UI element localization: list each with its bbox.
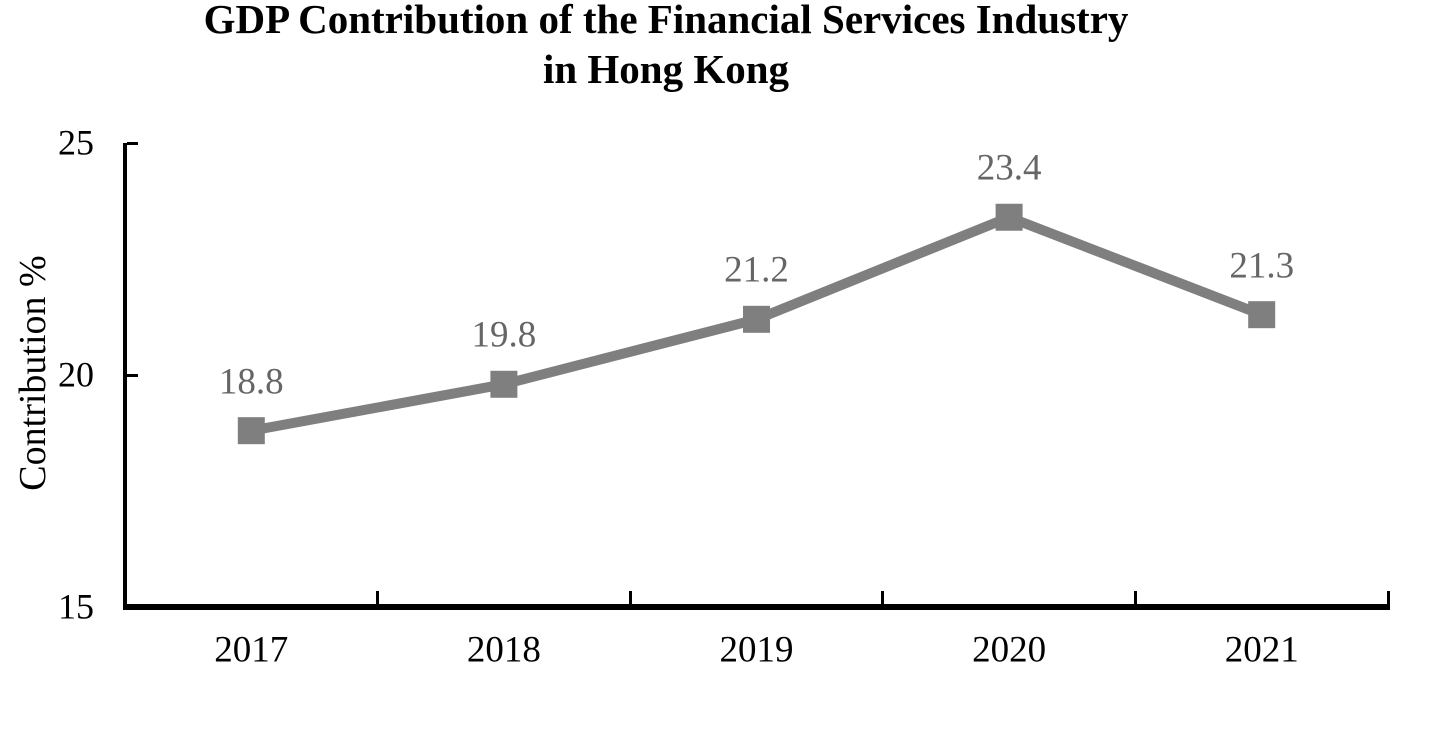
x-tick-mark <box>628 591 632 604</box>
chart-title: GDP Contribution of the Financial Servic… <box>0 0 1332 94</box>
data-point-marker-2018 <box>490 370 518 398</box>
data-point-marker-2021 <box>1248 301 1276 329</box>
chart-title-line1: GDP Contribution of the Financial Servic… <box>203 0 1129 42</box>
y-tick-label-20: 20 <box>58 354 94 395</box>
x-tick-mark <box>1386 591 1390 604</box>
x-tick-label-2018: 2018 <box>466 629 541 671</box>
x-tick-mark <box>376 591 380 604</box>
y-tick-mark <box>127 605 138 609</box>
x-tick-label-2017: 2017 <box>214 629 289 671</box>
y-axis-line <box>123 143 127 610</box>
y-tick-mark <box>127 373 138 377</box>
data-label-2017: 18.8 <box>218 361 284 403</box>
data-label-2021: 21.3 <box>1229 245 1295 287</box>
x-tick-label-2021: 2021 <box>1224 629 1299 671</box>
y-tick-label-25: 25 <box>58 122 94 163</box>
data-label-2020: 23.4 <box>976 147 1042 189</box>
data-point-marker-2020 <box>995 203 1023 231</box>
x-tick-mark <box>1133 591 1137 604</box>
data-point-marker-2019 <box>743 305 770 333</box>
x-tick-label-2020: 2020 <box>972 629 1047 671</box>
y-tick-label-15: 15 <box>58 586 94 627</box>
data-label-2018: 19.8 <box>471 314 537 356</box>
x-tick-label-2019: 2019 <box>719 629 794 671</box>
x-axis-line <box>123 604 1390 610</box>
chart-title-line2: in Hong Kong <box>542 46 790 92</box>
data-label-2019: 21.2 <box>724 249 789 291</box>
y-tick-mark <box>127 141 138 145</box>
data-point-marker-2017 <box>237 417 265 445</box>
x-tick-mark <box>881 591 885 604</box>
